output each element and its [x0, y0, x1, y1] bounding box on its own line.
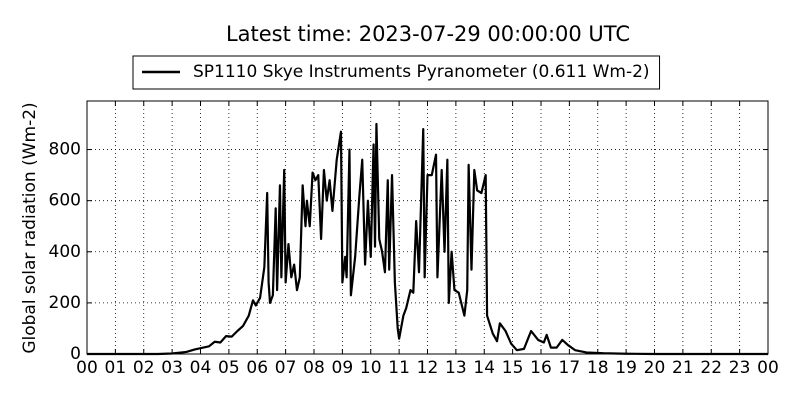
legend-box [132, 55, 661, 90]
x-tick-label: 20 [644, 358, 666, 378]
x-tick-label: 08 [303, 358, 325, 378]
x-tick-label: 11 [388, 358, 410, 378]
x-tick-label: 16 [530, 358, 552, 378]
y-tick-label: 0 [70, 344, 81, 364]
chart-title: Latest time: 2023-07-29 00:00:00 UTC [226, 22, 630, 46]
y-tick-label: 200 [49, 293, 81, 313]
x-tick-label: 15 [502, 358, 524, 378]
y-tick-label: 400 [49, 242, 81, 262]
y-tick-label: 800 [49, 140, 81, 160]
x-tick-label: 00 [76, 358, 98, 378]
x-tick-label: 05 [218, 358, 240, 378]
x-tick-label: 09 [332, 358, 354, 378]
x-tick-label: 18 [587, 358, 609, 378]
x-tick-label: 17 [559, 358, 581, 378]
plot-frame [86, 100, 769, 355]
x-tick-label: 03 [161, 358, 183, 378]
x-tick-label: 07 [275, 358, 297, 378]
x-tick-label: 19 [615, 358, 637, 378]
y-axis-label: Global solar radiation (Wm-2) [20, 102, 40, 353]
x-tick-label: 10 [360, 358, 382, 378]
x-tick-label: 02 [133, 358, 155, 378]
x-tick-label: 00 [757, 358, 779, 378]
x-tick-label: 21 [672, 358, 694, 378]
x-tick-label: 01 [105, 358, 127, 378]
x-tick-label: 12 [417, 358, 439, 378]
y-tick-label: 600 [49, 191, 81, 211]
legend-label: SP1110 Skye Instruments Pyranometer (0.6… [193, 62, 650, 82]
x-tick-label: 14 [473, 358, 495, 378]
data-line [87, 122, 768, 356]
x-tick-label: 13 [445, 358, 467, 378]
x-tick-label: 23 [729, 358, 751, 378]
x-tick-label: 22 [700, 358, 722, 378]
x-tick-label: 06 [246, 358, 268, 378]
x-tick-label: 04 [190, 358, 212, 378]
